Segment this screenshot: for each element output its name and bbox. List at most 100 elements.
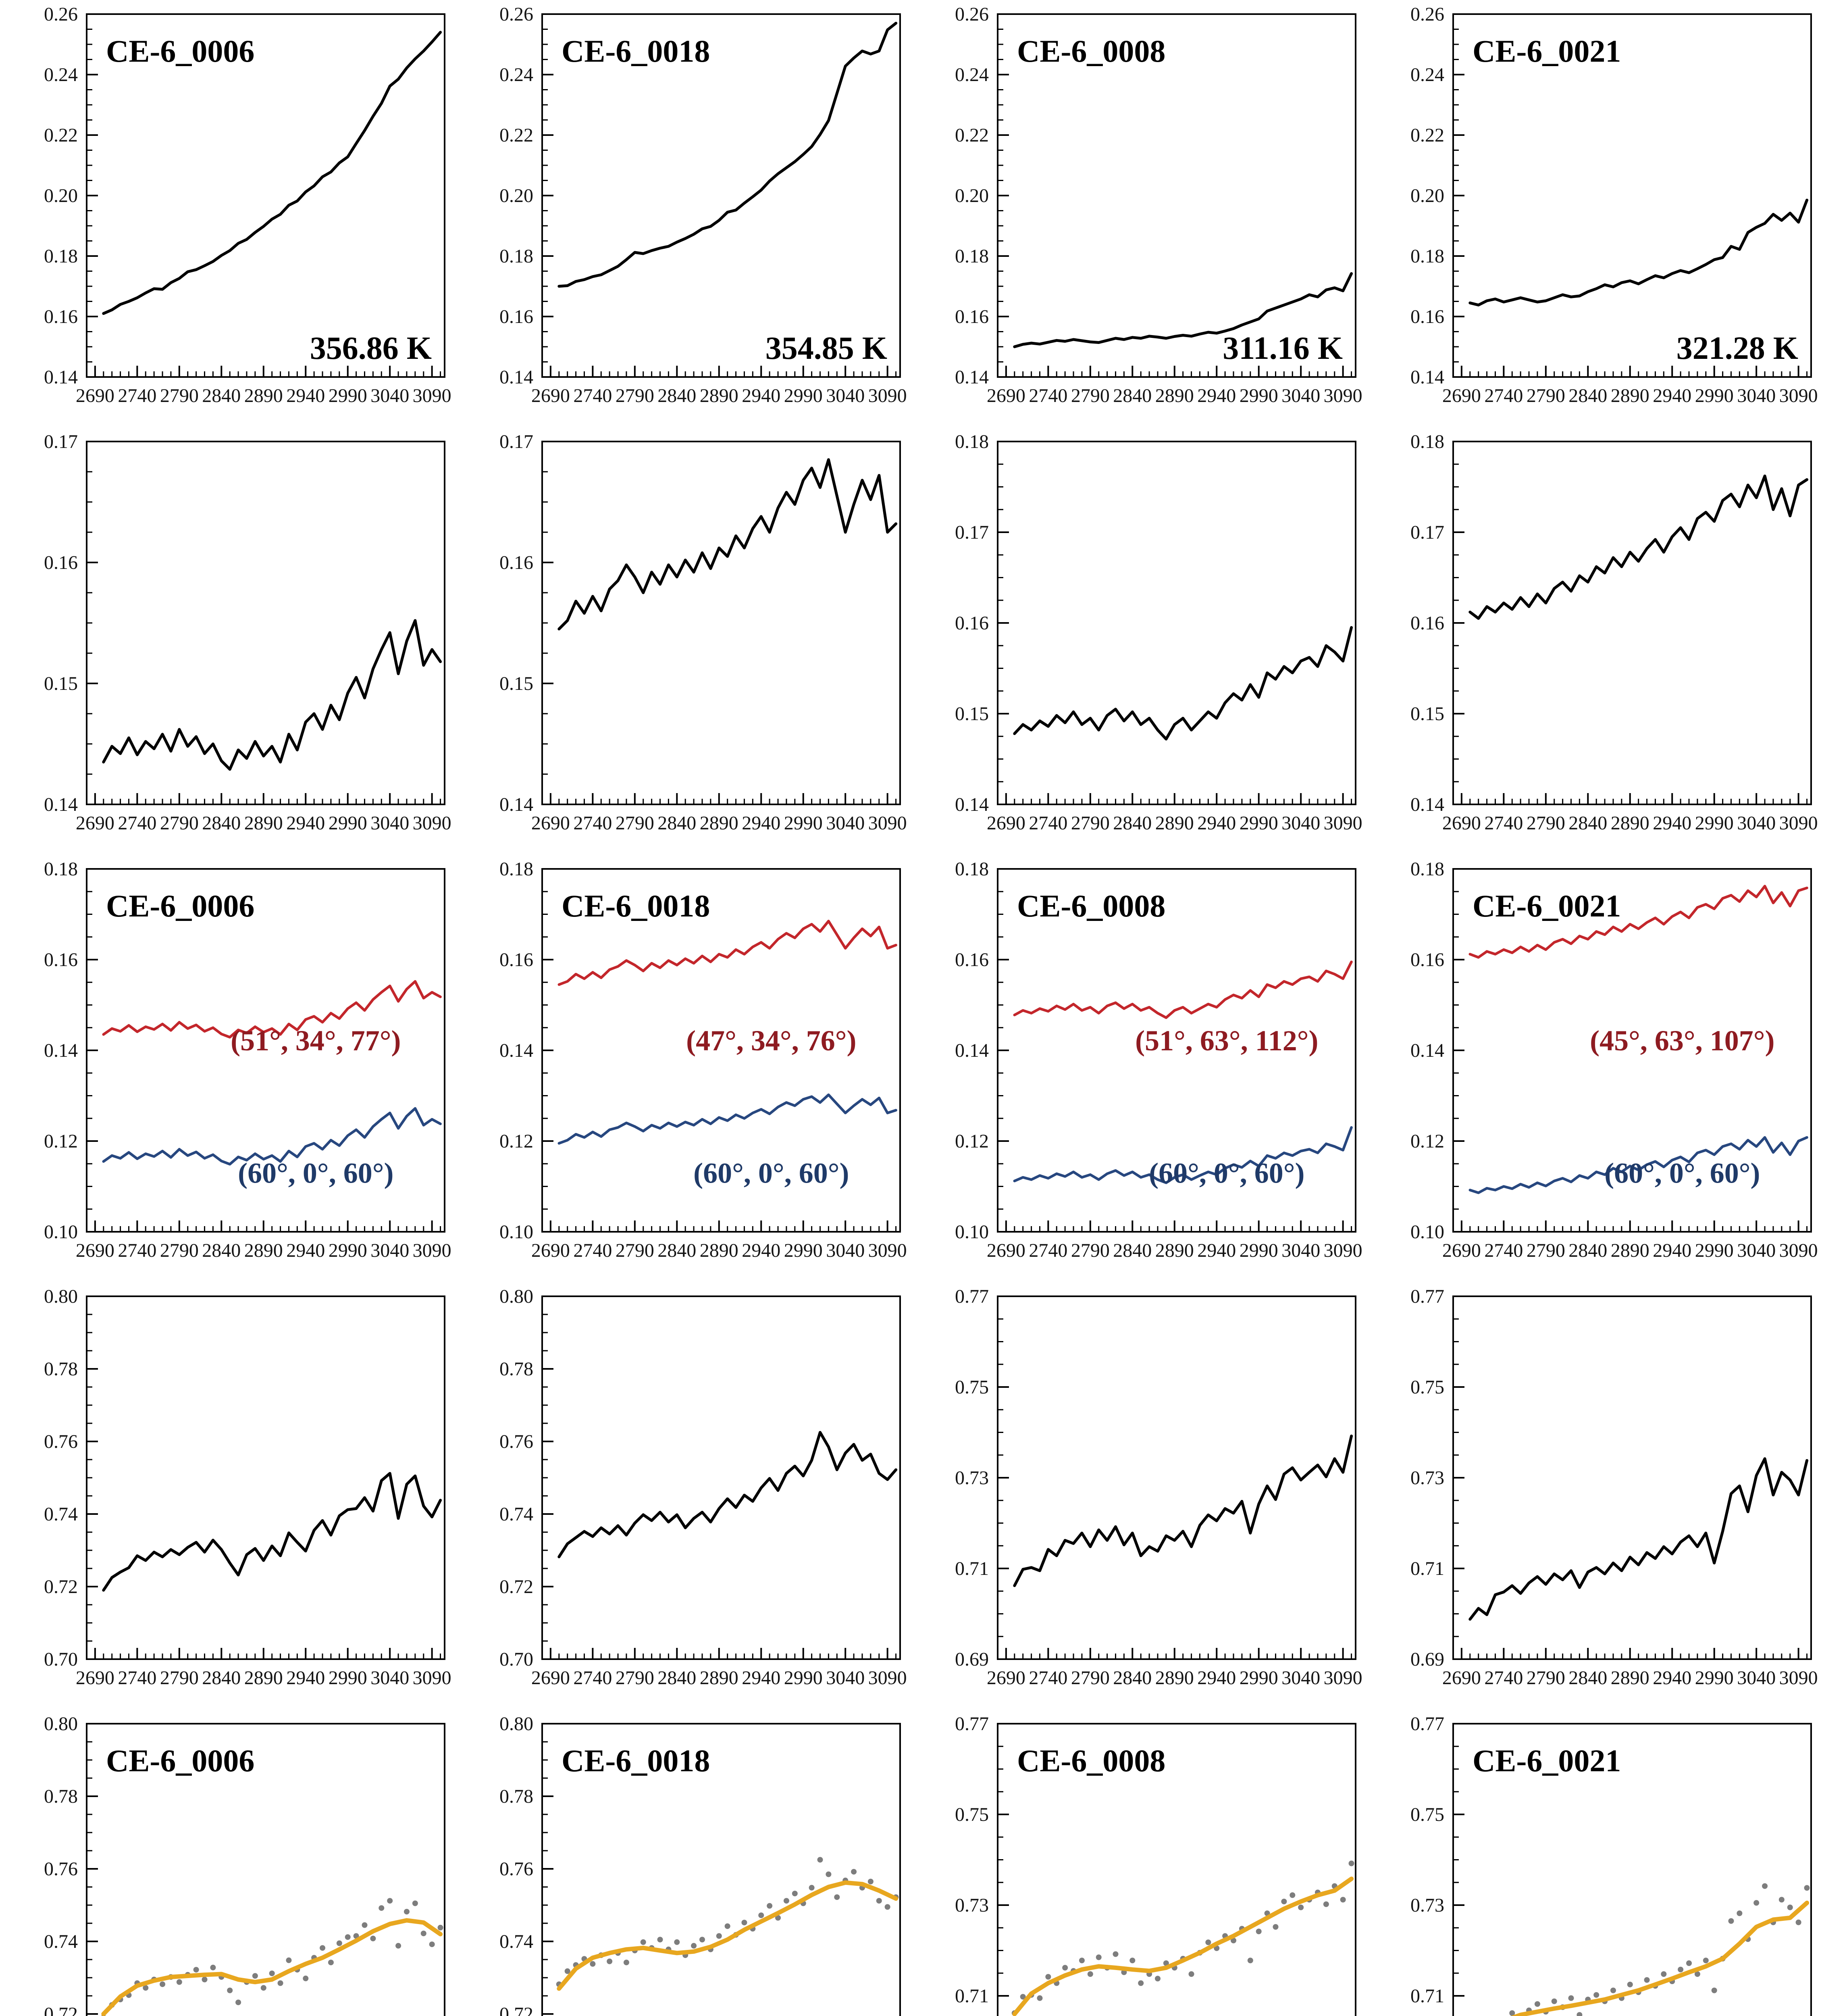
y-tick-label: 0.12 [955, 1131, 989, 1152]
data-point [1778, 1897, 1785, 1903]
x-tick-label: 2840 [657, 1240, 696, 1261]
x-tick-label: 2690 [1442, 1667, 1481, 1689]
x-tick-label: 2790 [1071, 1240, 1110, 1261]
series-radiance-spectrum [1013, 272, 1353, 348]
series-measured-geometry [1468, 885, 1808, 959]
y-tick-label: 0.14 [44, 1040, 78, 1061]
series-emissivity-noisy [557, 1431, 898, 1558]
data-point [1340, 1897, 1346, 1903]
x-tick-label: 2890 [1155, 812, 1194, 834]
x-tick-label: 2790 [1527, 812, 1565, 834]
series-standard-geometry [557, 1093, 897, 1145]
panel-title: CE-6_0006 [106, 1743, 254, 1778]
y-tick-label: 0.14 [955, 367, 989, 388]
x-tick-label: 2690 [987, 1240, 1025, 1261]
plot-r3c4: 2690 2740 2790 2840 2890 2940 2990 3040 3090 0.10… [1410, 858, 1818, 1261]
y-tick-label: 0.75 [955, 1804, 989, 1825]
y-tick-label: 0.26 [1410, 4, 1444, 25]
plot-frame [1452, 1295, 1812, 1660]
y-tick-label: 0.17 [955, 522, 989, 543]
y-tick-label: 0.71 [1410, 1985, 1444, 2007]
x-tick-label: 2740 [118, 385, 156, 406]
panel-title: CE-6_0006 [106, 33, 254, 69]
plot-frame [541, 441, 901, 805]
x-tick-label: 3090 [1324, 385, 1362, 406]
series-reflectance-noisy [557, 458, 898, 631]
x-tick-label: 2890 [1155, 385, 1194, 406]
x-tick-label: 2690 [1442, 1240, 1481, 1261]
panel-r3c3: 2690 2740 2790 2840 2890 2940 2990 3040 3090 0.10… [911, 855, 1366, 1282]
data-point [1551, 1998, 1557, 2004]
data-point [1256, 1929, 1262, 1935]
x-tick-label: 2840 [1113, 1667, 1152, 1689]
x-tick-label: 3090 [868, 1667, 907, 1689]
y-tick-label: 0.78 [499, 1358, 533, 1380]
data-point [1694, 1971, 1700, 1977]
y-tick-label: 0.80 [499, 1713, 533, 1735]
x-tick-label: 2740 [1484, 1240, 1523, 1261]
data-point [767, 1903, 773, 1909]
x-tick-label: 2740 [573, 812, 612, 834]
x-tick-label: 2790 [160, 385, 199, 406]
data-point [404, 1909, 410, 1915]
data-point [775, 1915, 781, 1921]
y-tick-label: 0.16 [1410, 949, 1444, 971]
y-tick-label: 0.72 [44, 2004, 78, 2016]
data-point [1762, 1883, 1768, 1889]
data-point [1281, 1899, 1287, 1904]
data-point [564, 1968, 570, 1974]
y-tick-label: 0.77 [955, 1713, 989, 1735]
data-point [1686, 1960, 1692, 1966]
y-tick-label: 0.77 [1410, 1713, 1444, 1735]
series-radiance-spectrum [102, 31, 442, 315]
data-point [362, 1922, 368, 1928]
x-tick-label: 2990 [329, 1240, 367, 1261]
x-tick-label: 2740 [573, 1667, 612, 1689]
x-tick-label: 2990 [784, 385, 823, 406]
x-tick-label: 2690 [1442, 812, 1481, 834]
geometry-label-blue: (60°, 0°, 60°) [693, 1157, 849, 1189]
y-tick-label: 0.80 [499, 1286, 533, 1307]
panel-r5c2: 2690274027902840289029402990304030900.70… [456, 1710, 911, 2016]
x-tick-label: 2990 [784, 1240, 823, 1261]
y-tick-label: 0.16 [955, 612, 989, 634]
x-tick-label: 2940 [286, 385, 325, 406]
x-tick-label: 3090 [1779, 1240, 1818, 1261]
plot-frame [86, 13, 445, 378]
x-tick-label: 2790 [1071, 812, 1110, 834]
x-tick-label: 2790 [616, 385, 654, 406]
series-radiance-spectrum [557, 22, 898, 288]
data-point [1154, 1976, 1161, 1982]
data-point [1096, 1954, 1102, 1960]
x-tick-label: 2740 [1484, 385, 1523, 406]
y-tick-label: 0.77 [955, 1286, 989, 1307]
x-tick-label: 2790 [616, 1240, 654, 1261]
y-tick-label: 0.16 [955, 949, 989, 971]
y-tick-label: 0.18 [955, 431, 989, 452]
y-tick-label: 0.10 [499, 1221, 533, 1243]
y-tick-label: 0.75 [1410, 1377, 1444, 1398]
x-tick-label: 2840 [657, 812, 696, 834]
x-tick-label: 2940 [1197, 812, 1236, 834]
plot-frame [997, 441, 1356, 805]
x-tick-label: 2940 [1653, 385, 1691, 406]
y-tick-label: 0.78 [499, 1786, 533, 1807]
x-tick-label: 2790 [616, 812, 654, 834]
series-standard-geometry [1468, 1136, 1808, 1194]
x-tick-label: 2790 [616, 1667, 654, 1689]
x-tick-label: 2790 [160, 1667, 199, 1689]
x-tick-label: 3090 [1779, 385, 1818, 406]
x-tick-label: 2740 [118, 1667, 156, 1689]
x-tick-label: 2890 [1611, 1240, 1649, 1261]
panel-r5c1: 2690274027902840289029402990304030900.70… [0, 1710, 456, 2016]
x-tick-label: 2790 [160, 1240, 199, 1261]
data-point [1627, 1981, 1633, 1987]
y-tick-label: 0.15 [499, 673, 533, 694]
x-tick-label: 2890 [1155, 1240, 1194, 1261]
y-tick-label: 0.73 [1410, 1467, 1444, 1489]
y-tick-label: 0.73 [955, 1895, 989, 1916]
data-point [1804, 1885, 1810, 1891]
y-tick-label: 0.74 [44, 1931, 78, 1952]
x-tick-label: 3090 [413, 385, 451, 406]
